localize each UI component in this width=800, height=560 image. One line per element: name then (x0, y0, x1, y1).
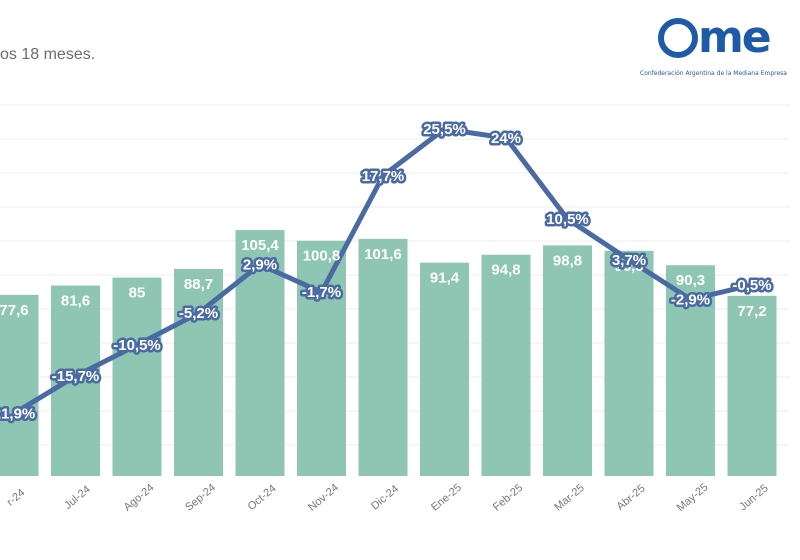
line-value-label: 3,7% (612, 252, 646, 269)
line-value-label: 21,9% (0, 405, 35, 422)
bar-value-label: 77,6 (0, 302, 29, 319)
line-value-outline: 2,9% (243, 257, 277, 274)
bar-Jun-25 (727, 295, 777, 476)
bar-Sep-24 (174, 268, 223, 476)
came-logo: me Confederación Argentina de la Mediana… (636, 12, 796, 82)
logo-ring-icon (658, 18, 698, 58)
line-value-outline: -15,7% (52, 368, 100, 385)
variation-line (11, 126, 755, 416)
label-layer: 77,6 81,6 85 88,7 105,4 100,8 101,6 91,4 94,8 98,… (0, 119, 774, 425)
x-tick-label: Dic-24 (369, 483, 401, 513)
line-value-label: 17,7% (362, 168, 405, 185)
logo-tagline: Confederación Argentina de la Mediana Em… (640, 70, 787, 77)
bar-value-label: 77,2 (737, 303, 766, 320)
bar-value-label: 90,3 (676, 272, 705, 289)
bar-Ene-25 (420, 262, 469, 476)
x-tick-label: Oct-24 (246, 482, 279, 512)
bar-Jun-24 (0, 294, 39, 476)
x-tick-label: May-25 (675, 481, 711, 514)
line-value-outline: 17,7% (362, 168, 405, 185)
bar-value-label: 91,4 (430, 270, 460, 287)
line-value-outline: -10,5% (113, 337, 161, 354)
line-value-label: -1,7% (302, 284, 341, 301)
line-value-outline: -5,2% (179, 305, 218, 322)
line-value-label: -5,2% (179, 305, 218, 322)
x-tick-label: Sep-24 (183, 482, 218, 514)
bar-Mar-25 (543, 245, 592, 476)
bar-value-label: 100,8 (303, 248, 341, 265)
line-value-outline: -0,5% (732, 277, 771, 294)
line-value-label: 10,5% (546, 211, 589, 228)
bar-Dic-24 (358, 238, 408, 476)
line-value-label: -15,7% (52, 368, 100, 385)
line-value-outline: -2,9% (671, 291, 710, 308)
bar-value-label: 88,7 (184, 276, 213, 293)
line-value-label: -2,9% (671, 291, 710, 308)
x-tick-label: Feb-25 (491, 482, 525, 514)
line-value-outline: -1,7% (302, 284, 341, 301)
line-value-label: 2,9% (243, 257, 277, 274)
line-value-label: -0,5% (732, 277, 771, 294)
bar-value-label: 85 (129, 285, 146, 302)
line-value-label: -10,5% (113, 337, 161, 354)
bar-value-label: 94,8 (491, 262, 520, 279)
line-value-outline: 3,7% (612, 252, 646, 269)
bar-value-label: 101,6 (364, 246, 402, 263)
line-value-label: 25,5% (423, 121, 466, 138)
x-tick-label: Abr-25 (615, 482, 648, 512)
x-tick-label: Jul-24 (62, 483, 93, 511)
line-value-outline: 21,9% (0, 405, 35, 422)
line-value-outline: 24% (491, 130, 521, 147)
bar-Abr-25 (604, 250, 654, 476)
chart-subtitle: os 18 meses. (0, 46, 96, 63)
logo-word: me (658, 12, 772, 63)
line-value-outline: 10,5% (546, 211, 589, 228)
bar-Ago-24 (112, 277, 162, 476)
x-tick-label: Mar-25 (552, 482, 586, 514)
bar-value-label: 105,4 (241, 237, 279, 254)
bar-value-label: 96,5 (614, 258, 643, 275)
bar-value-label: 98,8 (553, 252, 582, 269)
x-tick-label: Ago-24 (122, 482, 157, 514)
bar-value-label: 81,6 (61, 293, 90, 310)
x-tick-label: Ene-25 (429, 482, 464, 514)
bar-Feb-25 (481, 254, 531, 476)
x-tick-label: Nov-24 (306, 482, 341, 514)
bar-layer (0, 230, 777, 476)
tick-layer: r-24 Jul-24 Ago-24 Sep-24 Oct-24 Nov-24 Dic-24… (5, 481, 771, 514)
x-tick-label: Jun-25 (737, 482, 770, 513)
line-value-label: 24% (491, 130, 521, 147)
bar-Jul-24 (51, 285, 100, 476)
line-layer (11, 126, 755, 416)
x-tick-label: r-24 (5, 487, 28, 509)
line-value-outline: 25,5% (423, 121, 466, 138)
bar-Nov-24 (297, 240, 346, 476)
